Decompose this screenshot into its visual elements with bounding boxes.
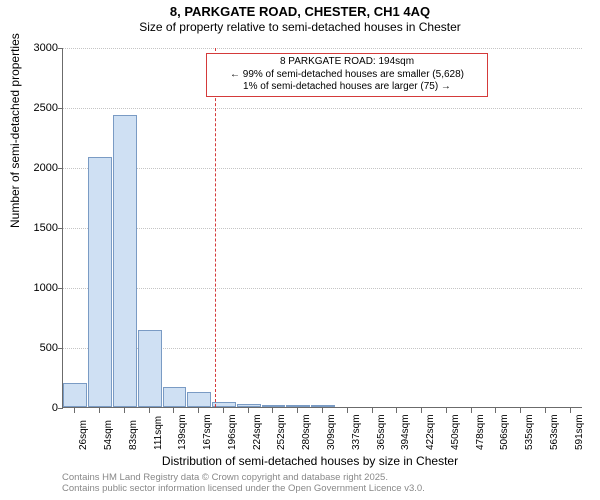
y-tick-mark (58, 108, 63, 109)
y-tick-label: 500 (18, 342, 58, 354)
x-tick-mark (495, 408, 496, 413)
x-axis-label: Distribution of semi-detached houses by … (10, 454, 600, 468)
y-tick-label: 3000 (18, 42, 58, 54)
bar (113, 115, 137, 407)
x-tick-label: 309sqm (326, 414, 337, 450)
x-tick-mark (223, 408, 224, 413)
chart-title-sub: Size of property relative to semi-detach… (0, 20, 600, 34)
x-tick-label: 591sqm (574, 414, 585, 450)
annotation-line-3: 1% of semi-detached houses are larger (7… (213, 81, 481, 94)
x-tick-mark (74, 408, 75, 413)
chart-title-block: 8, PARKGATE ROAD, CHESTER, CH1 4AQ Size … (0, 0, 600, 34)
y-tick-mark (58, 168, 63, 169)
x-tick-mark (322, 408, 323, 413)
x-tick-label: 450sqm (450, 414, 461, 450)
x-tick-label: 422sqm (425, 414, 436, 450)
y-tick-label: 2500 (18, 102, 58, 114)
gridline (63, 228, 582, 229)
bar (138, 330, 162, 407)
x-tick-mark (396, 408, 397, 413)
bar (88, 157, 112, 407)
annotation-line-2: ← 99% of semi-detached houses are smalle… (213, 69, 481, 82)
bar (262, 405, 286, 407)
x-tick-mark (545, 408, 546, 413)
y-tick-mark (58, 288, 63, 289)
x-tick-label: 252sqm (276, 414, 287, 450)
x-tick-label: 478sqm (475, 414, 486, 450)
x-tick-label: 280sqm (301, 414, 312, 450)
x-tick-mark (446, 408, 447, 413)
x-tick-mark (198, 408, 199, 413)
bar (237, 404, 261, 407)
x-tick-mark (520, 408, 521, 413)
bar (187, 392, 211, 407)
y-tick-label: 1000 (18, 282, 58, 294)
bar (286, 405, 310, 407)
y-tick-label: 0 (18, 402, 58, 414)
x-tick-mark (347, 408, 348, 413)
x-tick-label: 337sqm (351, 414, 362, 450)
attribution-block: Contains HM Land Registry data © Crown c… (62, 472, 425, 495)
x-tick-mark (99, 408, 100, 413)
x-tick-label: 394sqm (400, 414, 411, 450)
x-tick-mark (272, 408, 273, 413)
attribution-line-1: Contains HM Land Registry data © Crown c… (62, 472, 425, 483)
gridline (63, 288, 582, 289)
y-tick-mark (58, 348, 63, 349)
x-tick-mark (248, 408, 249, 413)
y-tick-mark (58, 228, 63, 229)
gridline (63, 168, 582, 169)
bar (63, 383, 87, 407)
x-tick-label: 563sqm (549, 414, 560, 450)
attribution-line-2: Contains public sector information licen… (62, 483, 425, 494)
x-tick-label: 54sqm (103, 420, 114, 450)
x-tick-label: 196sqm (227, 414, 238, 450)
x-tick-label: 506sqm (499, 414, 510, 450)
chart-plot-area (62, 48, 582, 408)
y-tick-label: 1500 (18, 222, 58, 234)
x-tick-label: 224sqm (252, 414, 263, 450)
gridline (63, 48, 582, 49)
x-tick-label: 139sqm (177, 414, 188, 450)
x-tick-label: 111sqm (153, 416, 164, 450)
x-tick-mark (149, 408, 150, 413)
x-tick-mark (421, 408, 422, 413)
y-tick-mark (58, 408, 63, 409)
x-tick-mark (471, 408, 472, 413)
x-tick-mark (570, 408, 571, 413)
y-tick-label: 2000 (18, 162, 58, 174)
gridline (63, 108, 582, 109)
x-tick-mark (173, 408, 174, 413)
chart-title-main: 8, PARKGATE ROAD, CHESTER, CH1 4AQ (0, 4, 600, 19)
annotation-line-1: 8 PARKGATE ROAD: 194sqm (213, 56, 481, 69)
x-tick-label: 83sqm (128, 420, 139, 450)
reference-line (215, 48, 216, 407)
y-tick-mark (58, 48, 63, 49)
x-tick-label: 167sqm (202, 414, 213, 450)
x-tick-label: 535sqm (524, 414, 535, 450)
x-tick-mark (124, 408, 125, 413)
x-tick-label: 365sqm (376, 414, 387, 450)
y-axis-label: Number of semi-detached properties (8, 33, 22, 228)
annotation-box: 8 PARKGATE ROAD: 194sqm ← 99% of semi-de… (206, 53, 488, 97)
x-tick-label: 26sqm (78, 420, 89, 450)
bar (163, 387, 187, 407)
bar (311, 405, 335, 407)
x-tick-mark (297, 408, 298, 413)
x-tick-mark (372, 408, 373, 413)
